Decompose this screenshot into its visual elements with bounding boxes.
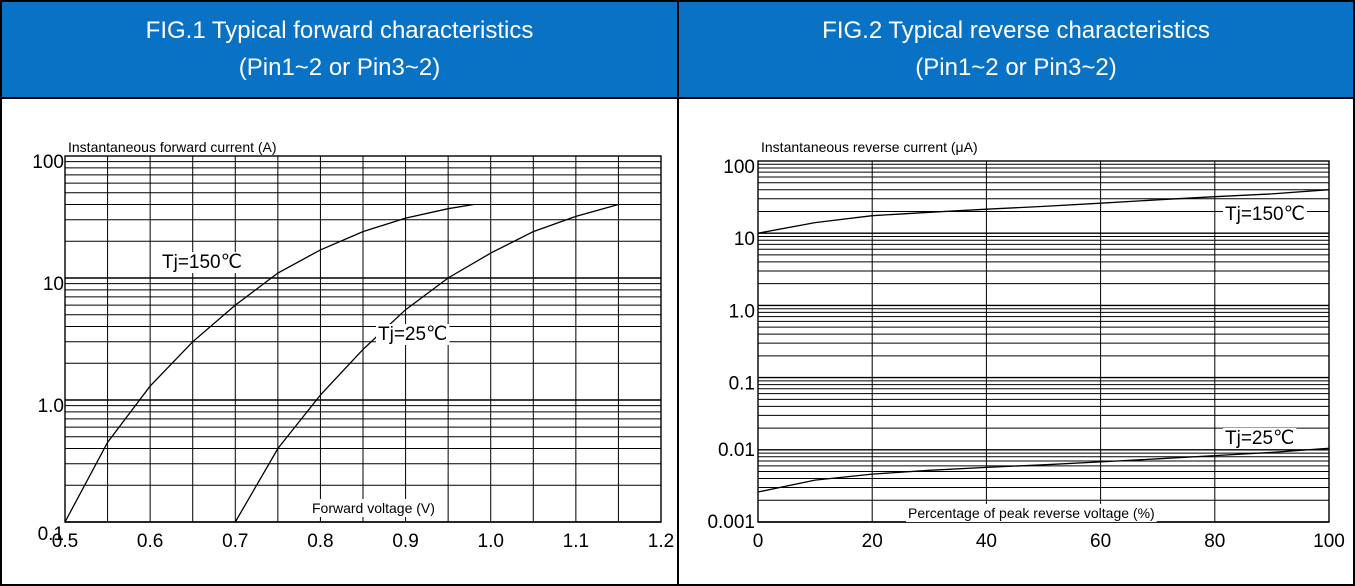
y-tick-label: 0.01	[718, 440, 755, 461]
x-tick-label: 20	[862, 531, 883, 552]
x-tick-label: 1.2	[648, 531, 674, 552]
fig1-vgrid	[64, 156, 662, 522]
x-tick-label: 1.0	[478, 531, 504, 552]
series-label-tj150: Tj=150℃	[162, 252, 242, 273]
x-axis-label: Percentage of peak reverse voltage (%)	[908, 505, 1155, 521]
x-tick-label: 0	[753, 531, 764, 552]
fig1-title: FIG.1 Typical forward characteristics	[145, 17, 534, 44]
fig2-title: FIG.2 Typical reverse characteristics	[822, 17, 1210, 44]
y-tick-label: 10	[734, 229, 755, 250]
x-axis-label: Forward voltage (V)	[312, 500, 435, 516]
fig1-header: FIG.1 Typical forward characteristics (P…	[2, 2, 677, 99]
fig1-hgrid	[65, 161, 661, 523]
fig2-hgrid	[758, 163, 1329, 523]
x-tick-label: 0.8	[307, 531, 333, 552]
fig1-subtitle: (Pin1~2 or Pin3~2)	[238, 54, 441, 81]
x-tick-label: 0.6	[137, 531, 163, 552]
series-label-tj25: Tj=25℃	[378, 324, 447, 345]
series-line-tj150	[64, 203, 474, 523]
fig2-subtitle: (Pin1~2 or Pin3~2)	[915, 54, 1117, 81]
x-tick-label: 40	[976, 531, 997, 552]
series-label-tj150: Tj=150℃	[1225, 204, 1305, 225]
series-label-tj25: Tj=25℃	[1225, 428, 1294, 449]
series-label-bg	[376, 324, 450, 345]
series-line-tj25	[757, 447, 1330, 493]
x-tick-label: 1.1	[563, 531, 589, 552]
fig2-panel: FIG.2 Typical reverse characteristics (P…	[677, 0, 1355, 586]
series-label-bg	[160, 252, 244, 273]
x-axis-label-bg	[906, 504, 1157, 522]
x-tick-label: 100	[1313, 531, 1345, 552]
x-axis-label-bg	[310, 499, 437, 517]
y-axis-label: Instantaneous forward current (A)	[68, 139, 277, 155]
y-tick-label: 1.0	[38, 396, 64, 417]
fig1-panel: FIG.1 Typical forward characteristics (P…	[0, 0, 679, 586]
x-tick-label: 60	[1090, 531, 1111, 552]
x-tick-label: 0.7	[222, 531, 248, 552]
y-tick-label: 10	[43, 274, 64, 295]
x-tick-label: 0.9	[392, 531, 418, 552]
fig2-chart: 0 20 40 60 80 100 0.001 0.01 0.1 1.0 10 100 Instanta…	[707, 139, 1345, 552]
series-line-tj150	[757, 189, 1330, 234]
y-tick-label: 1.0	[729, 301, 755, 322]
fig1-chart: 0.5 0.6 0.7 0.8 0.9 1.0 1.1 1.2 0.1 1.0 10 100Insta…	[32, 139, 674, 552]
fig2-header: FIG.2 Typical reverse characteristics (P…	[679, 2, 1353, 99]
series-label-bg	[1223, 428, 1297, 449]
y-tick-label: 0.1	[38, 524, 64, 545]
y-tick-label: 0.001	[707, 512, 755, 533]
y-tick-label: 100	[32, 152, 64, 173]
series-label-bg	[1223, 204, 1307, 225]
x-tick-label: 80	[1204, 531, 1225, 552]
fig1-plot-frame	[64, 155, 662, 523]
series-line-tj25	[234, 203, 619, 523]
y-axis-label: Instantaneous reverse current (μA)	[761, 139, 978, 155]
x-tick-label: 0.5	[52, 531, 78, 552]
y-tick-label: 0.1	[729, 374, 755, 395]
y-tick-label: 100	[723, 157, 755, 178]
